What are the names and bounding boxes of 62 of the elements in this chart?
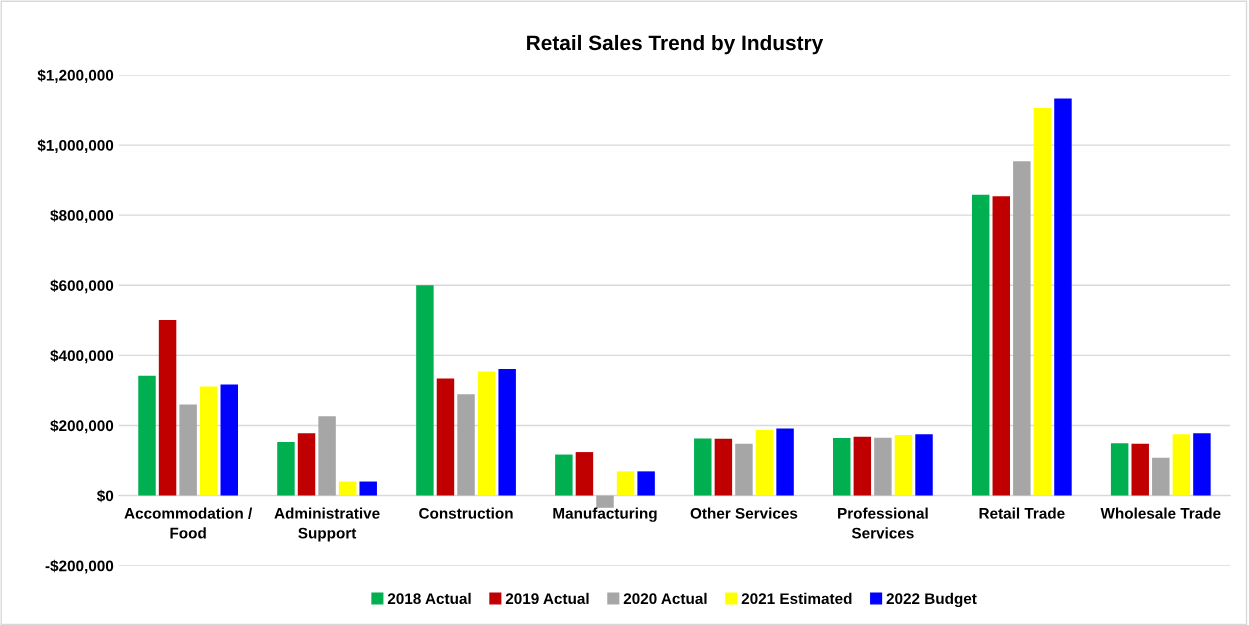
bar bbox=[616, 471, 635, 496]
bar bbox=[1172, 434, 1191, 496]
bar bbox=[416, 285, 434, 496]
y-tick-label: -$200,000 bbox=[45, 559, 114, 574]
bar bbox=[874, 437, 892, 496]
bar bbox=[575, 452, 594, 496]
bar bbox=[1110, 443, 1129, 496]
bar bbox=[694, 438, 712, 496]
bar bbox=[555, 454, 573, 496]
bar bbox=[1131, 443, 1149, 496]
legend-label: 2018 Actual bbox=[387, 592, 471, 605]
bar bbox=[297, 433, 316, 496]
bar bbox=[1193, 433, 1211, 496]
bar bbox=[338, 481, 357, 496]
bar bbox=[894, 434, 913, 496]
y-tick-label: $400,000 bbox=[50, 349, 114, 364]
bar bbox=[992, 196, 1011, 496]
x-tick-label: Manufacturing bbox=[553, 507, 657, 522]
bar bbox=[971, 194, 990, 496]
bar bbox=[776, 428, 794, 496]
bar bbox=[318, 416, 336, 496]
y-tick-label: $200,000 bbox=[50, 419, 114, 434]
bar bbox=[714, 438, 733, 496]
bar bbox=[359, 481, 377, 496]
bar bbox=[220, 384, 238, 496]
bar bbox=[498, 369, 516, 496]
bar bbox=[138, 375, 156, 496]
legend-label: 2022 Budget bbox=[886, 592, 977, 608]
bar bbox=[436, 378, 455, 496]
bar bbox=[1152, 457, 1170, 496]
bar bbox=[158, 319, 177, 496]
bar bbox=[755, 430, 774, 496]
x-tick-label: Other Services bbox=[690, 507, 798, 519]
bar bbox=[179, 404, 197, 496]
bar bbox=[199, 386, 218, 496]
legend-label: 2020 Actual bbox=[623, 592, 707, 605]
bar bbox=[735, 443, 753, 496]
legend-label: 2021 Estimated bbox=[741, 592, 852, 605]
bar bbox=[853, 436, 872, 496]
y-tick-label: $0 bbox=[97, 489, 114, 503]
y-tick-label: $600,000 bbox=[50, 279, 114, 294]
legend-label: 2019 Actual bbox=[505, 592, 589, 605]
bar bbox=[1013, 161, 1031, 496]
x-tick-label: Administrative Support bbox=[274, 507, 380, 542]
x-tick-label: Wholesale Trade bbox=[1100, 507, 1221, 519]
x-tick-label: Accommodation / Food bbox=[124, 507, 253, 539]
y-tick-label: $1,000,000 bbox=[37, 139, 114, 153]
bar bbox=[457, 394, 475, 496]
bar bbox=[915, 434, 933, 496]
y-tick-label: $1,200,000 bbox=[37, 69, 114, 83]
bar bbox=[1054, 98, 1072, 496]
chart-title: Retail Sales Trend by Industry bbox=[527, 34, 824, 55]
x-tick-label: Retail Trade bbox=[979, 507, 1065, 519]
x-tick-label: Professional Services bbox=[838, 507, 928, 539]
bar bbox=[477, 371, 496, 496]
bar bbox=[637, 471, 655, 496]
bar bbox=[1033, 107, 1052, 496]
y-tick-label: $800,000 bbox=[50, 209, 114, 224]
bar bbox=[833, 438, 851, 496]
bar bbox=[596, 495, 614, 508]
bar bbox=[277, 441, 295, 496]
x-tick-label: Construction bbox=[419, 507, 513, 519]
